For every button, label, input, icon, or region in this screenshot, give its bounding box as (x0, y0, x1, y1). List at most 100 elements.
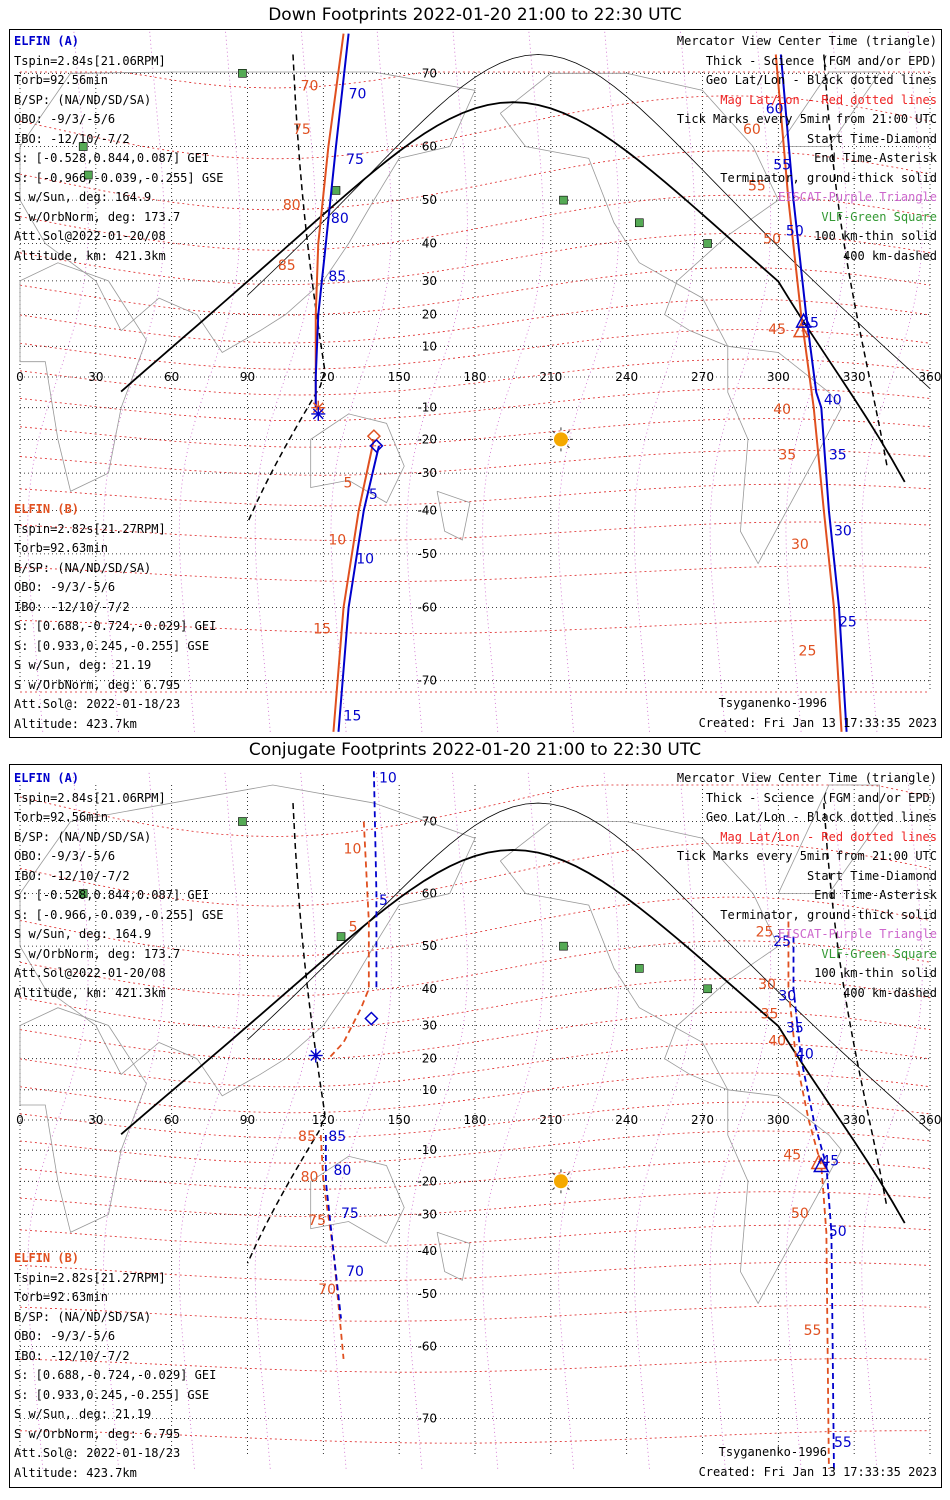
down-footprints-panel: 0 30 60 90 120 150 180 210 240 270 300 330 360 70 60 50… (9, 29, 942, 738)
vlf-square (635, 964, 644, 973)
track-tick-label: 50 (763, 231, 781, 247)
lon-tick-label: 300 (767, 1113, 790, 1127)
track-tick-label: 50 (791, 1206, 809, 1222)
sat-b-line: S w/Sun, deg: 21.19 (14, 1407, 152, 1421)
sat-a-track-south (337, 445, 380, 732)
panel2-title: Conjugate Footprints 2022-01-20 21:00 to… (248, 740, 702, 760)
sat-a-line: OBO: -9/3/-5/6 (14, 112, 116, 126)
track-tick-label: 70 (301, 78, 319, 94)
track-tick-label: 35 (786, 1020, 804, 1036)
track-tick-label: 35 (829, 447, 847, 463)
sat-b-block: ELFIN (B) Tspin=2.82s[21.27RPM] Torb=92.… (14, 500, 216, 734)
sat-a-line: IBO: -12/10/-7/2 (14, 131, 130, 146)
sat-a-line: Torb=92.56min (14, 73, 108, 87)
legend-item: VLF-Green Square (821, 946, 937, 961)
mag-parallel (19, 619, 931, 634)
lat-tick-label: 10 (422, 339, 437, 353)
coastline (19, 1007, 147, 1233)
lat-tick-label: 40 (422, 982, 437, 996)
vlf-square (703, 984, 712, 994)
sat-b-line: IBO: -12/10/-7/2 (14, 1348, 130, 1363)
mag-parallel (20, 71, 930, 89)
lat-tick-label: 40 (422, 236, 437, 250)
coastline (310, 1155, 405, 1245)
lon-tick-label: 90 (240, 370, 255, 384)
sat-b-line: Tspin=2.82s[21.27RPM] (14, 1270, 166, 1285)
track-tick-label: 15 (344, 708, 362, 724)
sat-b-block: ELFIN (B) Tspin=2.82s[21.27RPM] Torb=92.… (14, 1249, 216, 1483)
terminator-100km (247, 54, 931, 389)
sat-a-line: S: [-0.966,-0.039,-0.255] GSE (14, 907, 224, 922)
lat-tick-label: 20 (422, 1052, 437, 1066)
mag-parallel (19, 329, 931, 370)
lat-tick-label: 20 (422, 308, 437, 322)
end-asterisk (310, 1050, 322, 1061)
track-tick-label: 60 (766, 101, 784, 117)
mag-meridian (406, 30, 468, 732)
mag-meridian (861, 30, 923, 732)
sat-b-line: Tspin=2.82s[21.27RPM] (14, 521, 166, 536)
sat-a-line: OBO: -9/3/-5/6 (14, 849, 116, 863)
lat-tick-label: -30 (417, 1207, 437, 1221)
track-tick-label: 30 (758, 977, 776, 993)
lon-tick-label: 0 (16, 370, 24, 384)
track-tick-label: 10 (328, 533, 346, 549)
terminator (120, 101, 906, 483)
lon-tick-label: 210 (539, 1113, 562, 1127)
mag-meridian (633, 30, 696, 732)
sat-b-line: Altitude: 423.7km (14, 1465, 137, 1480)
mag-meridian (406, 771, 468, 1469)
vlf-square (78, 889, 88, 898)
legend-item: Geo Lat/Lon - Black dotted lines (705, 73, 937, 87)
mag-parallel (19, 95, 931, 160)
sat-b-line: B/SP: (NA/ND/SD/SA) (14, 1309, 152, 1324)
mag-parallel (19, 1430, 931, 1444)
sat-a-track-east (779, 54, 848, 732)
track-tick-label: 40 (768, 1034, 786, 1050)
created-label: Created: Fri Jan 13 17:33:35 2023 (698, 1465, 937, 1479)
mag-meridian (785, 30, 847, 732)
sat-b-name: ELFIN (B) (14, 1251, 80, 1265)
sat-b-line: OBO: -9/3/-5/6 (14, 1329, 116, 1343)
lat-tick-label: 50 (422, 193, 437, 207)
terminator-100km (247, 802, 931, 1132)
track-tick-label: 25 (799, 644, 817, 660)
sat-a-line: Torb=92.56min (14, 810, 108, 824)
vlf-square (559, 941, 568, 951)
legend-item: 400 km-dashed (843, 248, 937, 263)
sat-b-line: S w/OrbNorm, deg: 6.795 (14, 1426, 181, 1441)
sat-a-line: S: [-0.966,-0.039,-0.255] GSE (14, 170, 224, 185)
lat-tick-label: -70 (417, 674, 437, 688)
lon-tick-label: 90 (240, 1113, 255, 1127)
track-tick-label: 25 (756, 925, 774, 941)
terminator-400km-west (246, 54, 326, 524)
sat-a-line: B/SP: (NA/ND/SD/SA) (14, 829, 152, 844)
mag-parallel (19, 358, 931, 396)
lat-tick-label: -20 (417, 432, 437, 446)
end-asterisk (312, 408, 324, 420)
lat-tick-label: -20 (417, 1174, 437, 1188)
lon-tick-label: 270 (691, 370, 714, 384)
lat-tick-label: -60 (417, 600, 437, 614)
mag-meridian (27, 30, 89, 732)
sun-ray (566, 445, 570, 449)
lat-tick-label: -70 (417, 1411, 437, 1425)
vlf-square (83, 170, 93, 180)
coastline (727, 1089, 843, 1305)
lon-tick-label: 270 (691, 1113, 714, 1127)
sat-b-track-north (327, 821, 370, 1060)
track-tick-label: 60 (743, 122, 761, 138)
sat-a-line: Att.Sol@2022-01-20/08 (14, 229, 166, 243)
mag-meridian (254, 30, 317, 732)
lon-tick-label: 30 (88, 1113, 103, 1127)
mag-meridian (558, 30, 620, 732)
sat-a-line: S w/Sun, deg: 164.9 (14, 190, 152, 204)
coastline (436, 490, 471, 541)
lat-tick-label: -10 (417, 1143, 437, 1157)
track-tick-label: 5 (349, 920, 358, 936)
track-tick-label: 30 (834, 524, 852, 540)
lat-tick-label: -60 (417, 1340, 437, 1354)
start-diamond (364, 1011, 379, 1026)
sat-b-line: S w/Sun, deg: 21.19 (14, 658, 152, 672)
track-tick-label: 55 (773, 158, 791, 174)
